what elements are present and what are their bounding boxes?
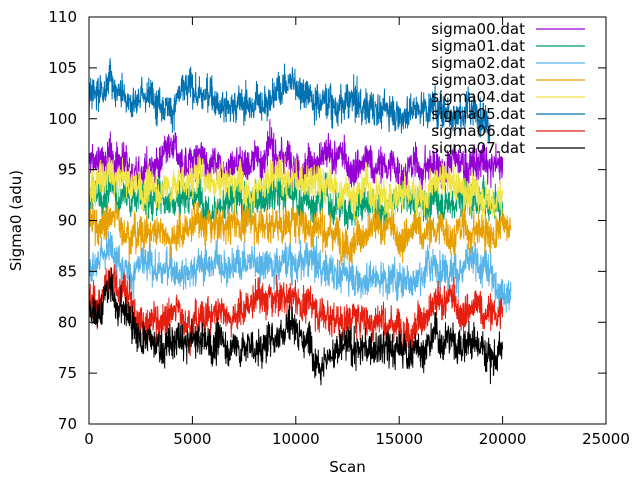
- series-layer: [88, 58, 512, 386]
- x-tick-label-3: 15000: [375, 430, 423, 448]
- y-tick-label-4: 90: [58, 212, 77, 230]
- y-tick-label-1: 75: [58, 364, 77, 382]
- y-tick-label-7: 105: [48, 59, 77, 77]
- series-line-3: [88, 201, 512, 268]
- legend-label-6: sigma06.dat: [431, 122, 525, 140]
- legend-label-0: sigma00.dat: [431, 20, 525, 38]
- ticks-layer: 0 5000 10000 15000 20000 25000 70 75 80 85 90 95 100…: [48, 8, 630, 448]
- legend: sigma00.datsigma01.datsigma02.datsigma03…: [431, 20, 585, 157]
- legend-label-1: sigma01.dat: [431, 37, 525, 55]
- x-tick-label-0: 0: [84, 430, 94, 448]
- legend-label-4: sigma04.dat: [431, 88, 525, 106]
- series-line-5: [88, 58, 491, 144]
- legend-label-5: sigma05.dat: [431, 105, 525, 123]
- series-line-2: [88, 230, 512, 315]
- x-tick-label-5: 25000: [582, 430, 630, 448]
- y-axis-title: Sigma0 (adu): [7, 170, 25, 271]
- y-tick-label-0: 70: [58, 415, 77, 433]
- y-tick-label-5: 95: [58, 161, 77, 179]
- legend-label-3: sigma03.dat: [431, 71, 525, 89]
- y-tick-label-2: 80: [58, 313, 77, 331]
- legend-label-7: sigma07.dat: [431, 139, 525, 157]
- series-line-7: [88, 267, 504, 386]
- y-tick-label-8: 110: [48, 8, 77, 26]
- x-tick-label-4: 20000: [479, 430, 527, 448]
- legend-label-2: sigma02.dat: [431, 54, 525, 72]
- x-tick-label-2: 10000: [272, 430, 320, 448]
- x-axis-title: Scan: [329, 458, 365, 476]
- x-tick-label-1: 5000: [173, 430, 211, 448]
- series-line-6: [88, 264, 504, 357]
- y-tick-label-6: 100: [48, 110, 77, 128]
- series-line-4: [88, 154, 504, 226]
- y-tick-label-3: 85: [58, 262, 77, 280]
